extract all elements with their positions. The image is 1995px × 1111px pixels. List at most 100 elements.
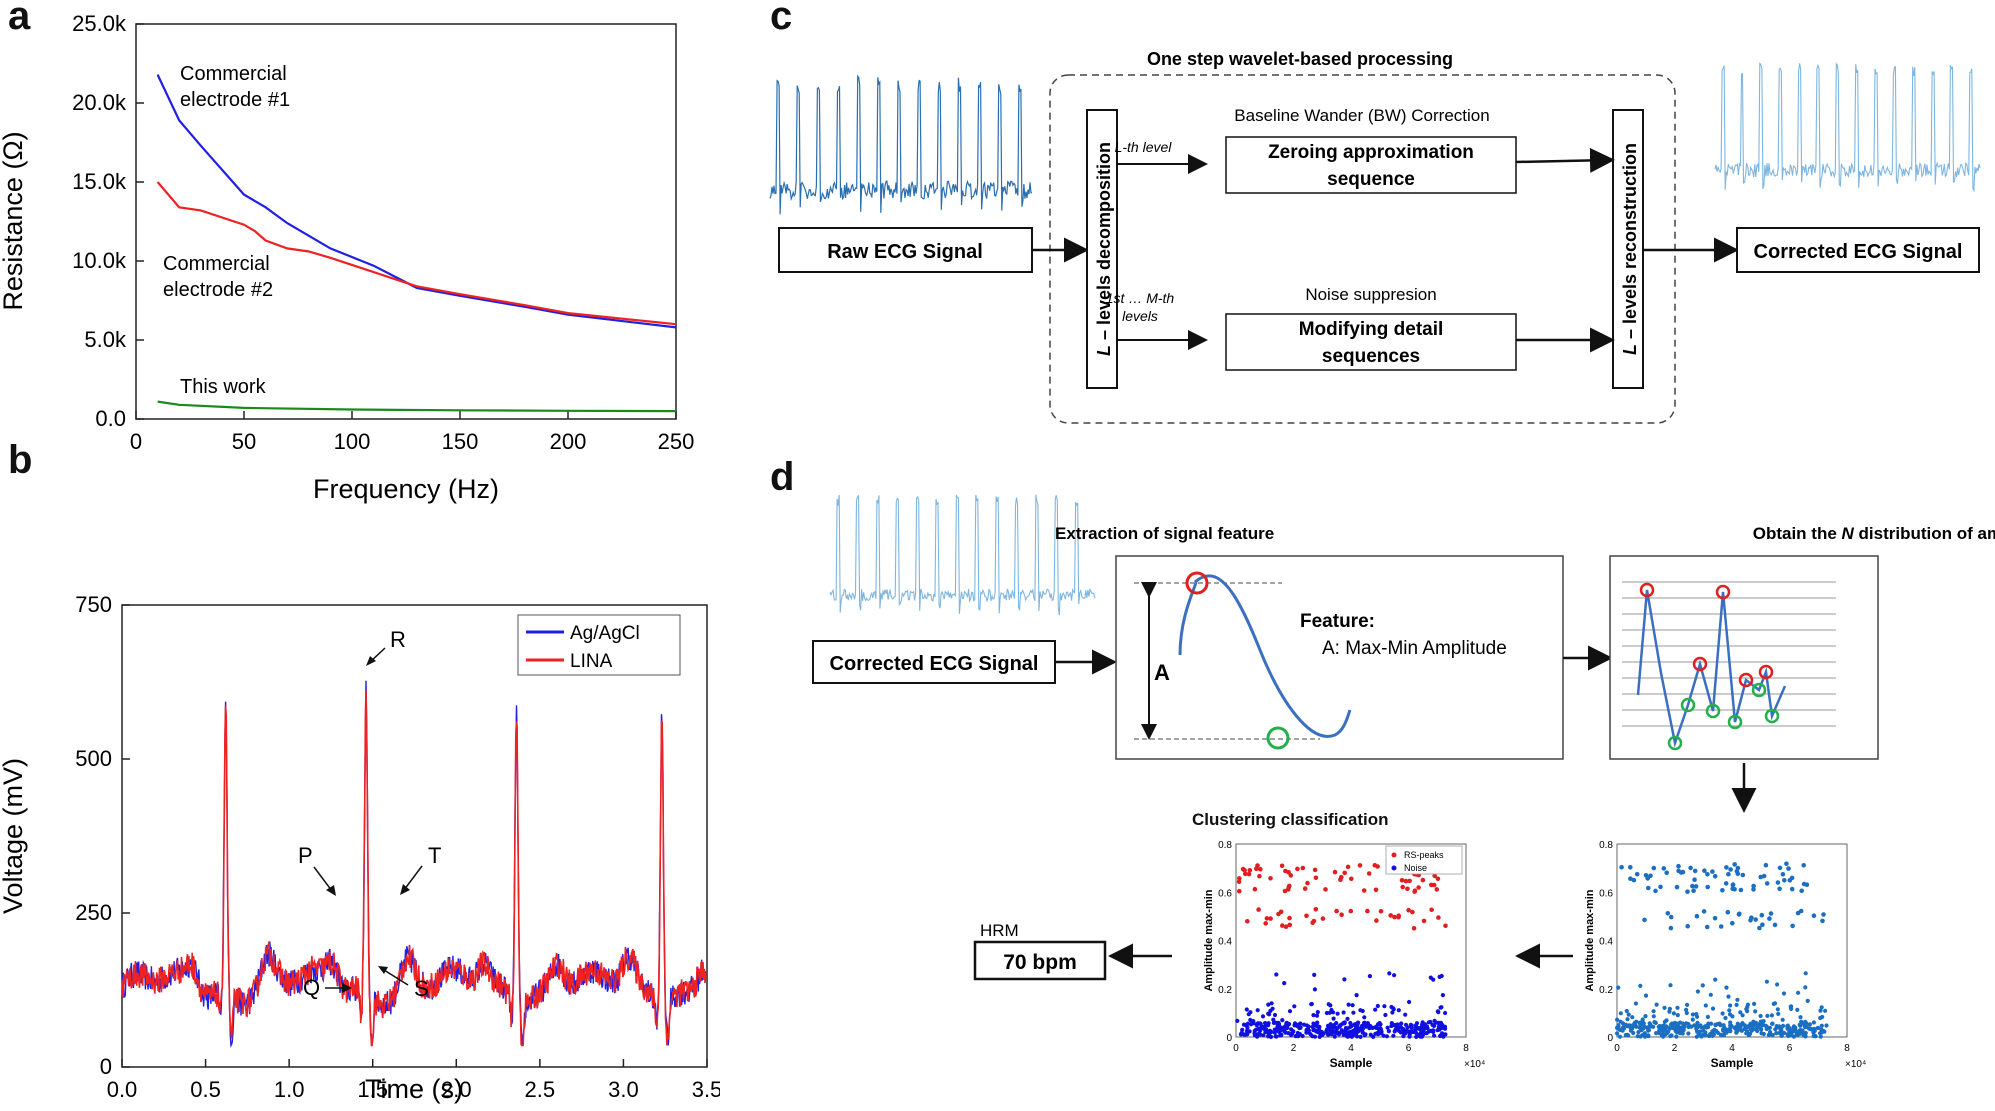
noise-point xyxy=(1389,1004,1394,1010)
rs-peak-point xyxy=(1738,887,1744,893)
amplitude-letter: A xyxy=(1154,660,1170,685)
noise-point xyxy=(1269,1034,1274,1039)
noise-point xyxy=(1373,1007,1378,1012)
noise-point xyxy=(1350,1028,1356,1034)
noise-point xyxy=(1376,1022,1381,1027)
noise-point xyxy=(1326,1002,1331,1007)
noise-point xyxy=(1331,1010,1336,1015)
mth-levels-label-1: 1st … M-th xyxy=(1106,290,1175,306)
noise-point xyxy=(1312,987,1317,992)
noise-point xyxy=(1811,1033,1816,1039)
noise-point xyxy=(1349,1032,1354,1037)
legend-agagcl: Ag/AgCl xyxy=(570,623,640,644)
series-line-3 xyxy=(157,400,677,413)
noise-point xyxy=(1311,1021,1316,1026)
rs-peak-point xyxy=(1416,885,1421,890)
rs-peak-point xyxy=(1712,874,1718,879)
scatter-x-tick-label: 8 xyxy=(1844,1043,1850,1054)
noise-point xyxy=(1615,1031,1620,1036)
rs-peak-point xyxy=(1268,876,1273,881)
noise-point xyxy=(1256,1026,1261,1031)
noise-point xyxy=(1821,1028,1826,1034)
rs-peak-point xyxy=(1712,915,1718,921)
noise-point xyxy=(1244,1007,1249,1012)
noise-point xyxy=(1654,1031,1659,1036)
noise-point xyxy=(1391,1033,1396,1038)
noise-point xyxy=(1654,1002,1659,1007)
rs-peak-point xyxy=(1658,884,1663,890)
rs-peak-point xyxy=(1740,872,1746,878)
noise-point xyxy=(1350,1003,1355,1008)
noise-point xyxy=(1337,1024,1342,1029)
noise-point xyxy=(1432,1033,1437,1038)
modifying-box xyxy=(1225,313,1517,371)
rs-peak-point xyxy=(1628,876,1633,881)
scatter-x-tick-label: 2 xyxy=(1672,1043,1678,1054)
noise-point xyxy=(1796,990,1801,995)
y-tick-label: 0.0 xyxy=(95,406,126,431)
noise-point xyxy=(1685,1002,1690,1008)
noise-point xyxy=(1668,1034,1673,1039)
series-label-2b: electrode #2 xyxy=(163,279,273,301)
feature-wave xyxy=(1178,574,1352,738)
max-marker xyxy=(1185,571,1209,595)
noise-point xyxy=(1266,1002,1271,1007)
noise-point xyxy=(1405,1025,1410,1030)
noise-point xyxy=(1354,1034,1359,1039)
noise-point xyxy=(1703,1003,1708,1008)
noise-point xyxy=(1690,1012,1695,1017)
rs-peak-point xyxy=(1685,889,1690,894)
noise-point xyxy=(1390,1010,1395,1015)
noise-point xyxy=(1708,992,1713,997)
rs-peak-point xyxy=(1374,918,1379,923)
noise-point xyxy=(1317,1034,1322,1039)
noise-point xyxy=(1765,1013,1770,1019)
scatter-exponent: ×10⁴ xyxy=(1845,1059,1866,1070)
rs-peak-point xyxy=(1300,865,1306,871)
rs-peak-point xyxy=(1295,866,1300,872)
rs-peak-point xyxy=(1665,911,1671,916)
noise-point xyxy=(1651,1009,1656,1014)
noise-point xyxy=(1695,1029,1700,1034)
noise-point xyxy=(1312,972,1317,977)
noise-point xyxy=(1661,1023,1666,1028)
noise-point xyxy=(1382,1004,1387,1009)
noise-point xyxy=(1398,1030,1403,1035)
noise-point xyxy=(1818,1008,1823,1013)
decomposition-box xyxy=(1086,109,1118,389)
noise-point xyxy=(1426,1029,1431,1034)
noise-point xyxy=(1440,1031,1445,1036)
corrected-ecg-thumbnail xyxy=(829,494,1096,616)
noise-point xyxy=(1616,1023,1621,1028)
rs-peak-point xyxy=(1692,868,1698,874)
rs-peak-point xyxy=(1795,910,1801,916)
noise-point xyxy=(1702,1033,1707,1038)
rs-peak-point xyxy=(1407,878,1412,884)
noise-point xyxy=(1660,1028,1665,1033)
raw-ecg-label: Raw ECG Signal xyxy=(827,241,983,263)
noise-point xyxy=(1300,1033,1305,1039)
noise-point xyxy=(1378,1029,1383,1034)
hrm-value: 70 bpm xyxy=(1003,951,1077,974)
zeroing-label-1: Zeroing approximation xyxy=(1268,142,1474,163)
noise-point xyxy=(1435,1009,1440,1014)
noise-point xyxy=(1744,1007,1749,1012)
noise-point xyxy=(1297,1025,1302,1030)
scatter-y-tick-label: 0.8 xyxy=(1218,840,1232,851)
noise-point xyxy=(1708,1033,1713,1038)
noise-point xyxy=(1767,1032,1772,1037)
noise-point xyxy=(1384,1034,1389,1039)
noise-point xyxy=(1620,1028,1625,1033)
clustering-classification-title: Clustering classification xyxy=(1192,810,1389,829)
rs-peak-point xyxy=(1434,887,1440,892)
noise-point xyxy=(1235,1018,1240,1024)
y-axis-label: Voltage (mV) xyxy=(0,758,28,914)
noise-point xyxy=(1320,1032,1325,1037)
rs-peak-point xyxy=(1653,888,1658,894)
min-marker xyxy=(1705,703,1721,719)
rs-peak-point xyxy=(1305,880,1310,886)
y-tick-label: 15.0k xyxy=(72,169,127,194)
noise-point xyxy=(1387,971,1392,976)
noise-point xyxy=(1269,1001,1274,1006)
rs-peak-point xyxy=(1282,888,1288,894)
